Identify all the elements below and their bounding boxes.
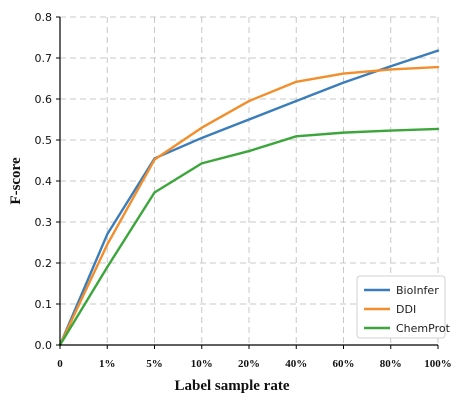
legend: BioInfer DDI ChemProt bbox=[356, 275, 451, 339]
ticks-layer: 0.0 0.1 0.2 0.3 0.4 0.5 0.6 0.7 0.8 0 1% 5% 10% 20% 40… bbox=[35, 11, 452, 370]
x-tick-label: 0 bbox=[57, 358, 63, 370]
y-tick-label: 0.0 bbox=[35, 339, 53, 352]
y-tick-label: 0.5 bbox=[35, 134, 53, 147]
legend-box bbox=[356, 275, 446, 339]
x-tick-label: 80% bbox=[380, 358, 402, 370]
legend-label-bioinfer: BioInfer bbox=[396, 284, 439, 297]
x-tick-label: 5% bbox=[146, 358, 163, 370]
legend-label-chemprot: ChemProt bbox=[396, 322, 451, 335]
x-tick-label: 1% bbox=[99, 358, 116, 370]
grid-layer bbox=[60, 16, 439, 345]
x-tick-label: 40% bbox=[285, 358, 307, 370]
legend-label-ddi: DDI bbox=[396, 303, 416, 316]
y-tick-label: 0.6 bbox=[35, 93, 53, 106]
y-tick-label: 0.7 bbox=[35, 52, 53, 65]
legend-items: BioInfer DDI ChemProt bbox=[364, 284, 451, 335]
x-tick-label: 60% bbox=[333, 358, 355, 370]
y-axis-title: F-score bbox=[8, 157, 24, 205]
x-tick-label: 100% bbox=[424, 358, 452, 370]
x-axis-title: Label sample rate bbox=[175, 378, 290, 393]
x-tick-label: 20% bbox=[238, 358, 260, 370]
y-tick-label: 0.1 bbox=[35, 298, 53, 311]
x-tick-label: 10% bbox=[191, 358, 213, 370]
y-tick-label: 0.8 bbox=[35, 11, 53, 24]
y-tick-label: 0.2 bbox=[35, 257, 53, 270]
series-line-ddi bbox=[58, 65, 440, 347]
series-line-chemprot bbox=[58, 127, 440, 347]
y-tick-label: 0.4 bbox=[35, 175, 53, 188]
series-layer bbox=[58, 49, 440, 347]
y-tick-label: 0.3 bbox=[35, 216, 53, 229]
